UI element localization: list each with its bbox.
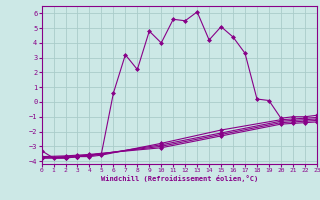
X-axis label: Windchill (Refroidissement éolien,°C): Windchill (Refroidissement éolien,°C) [100,175,258,182]
